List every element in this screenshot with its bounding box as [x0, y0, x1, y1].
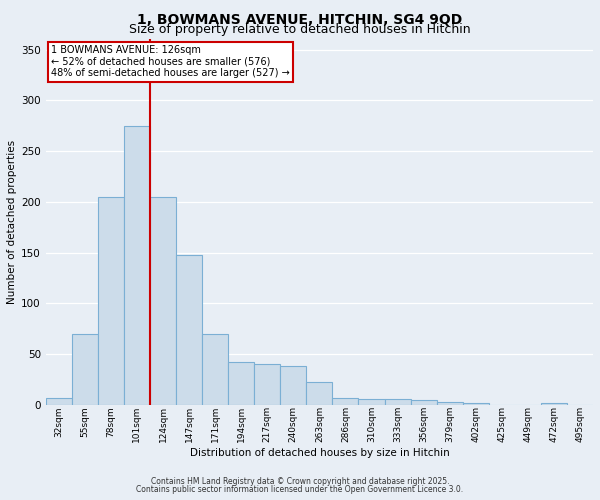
Bar — [410, 400, 437, 404]
Bar — [541, 402, 567, 404]
X-axis label: Distribution of detached houses by size in Hitchin: Distribution of detached houses by size … — [190, 448, 449, 458]
Bar — [463, 402, 489, 404]
Bar — [280, 366, 307, 405]
Text: Contains public sector information licensed under the Open Government Licence 3.: Contains public sector information licen… — [136, 485, 464, 494]
Bar — [332, 398, 358, 404]
Bar — [202, 334, 228, 404]
Bar — [176, 254, 202, 404]
Bar — [72, 334, 98, 404]
Bar — [385, 398, 410, 404]
Text: Contains HM Land Registry data © Crown copyright and database right 2025.: Contains HM Land Registry data © Crown c… — [151, 477, 449, 486]
Bar — [437, 402, 463, 404]
Bar — [46, 398, 72, 404]
Bar — [124, 126, 150, 404]
Bar — [228, 362, 254, 405]
Text: 1 BOWMANS AVENUE: 126sqm
← 52% of detached houses are smaller (576)
48% of semi-: 1 BOWMANS AVENUE: 126sqm ← 52% of detach… — [51, 45, 290, 78]
Bar — [98, 196, 124, 404]
Bar — [254, 364, 280, 405]
Text: Size of property relative to detached houses in Hitchin: Size of property relative to detached ho… — [129, 22, 471, 36]
Bar — [358, 398, 385, 404]
Y-axis label: Number of detached properties: Number of detached properties — [7, 140, 17, 304]
Bar — [307, 382, 332, 404]
Text: 1, BOWMANS AVENUE, HITCHIN, SG4 9QD: 1, BOWMANS AVENUE, HITCHIN, SG4 9QD — [137, 12, 463, 26]
Bar — [150, 196, 176, 404]
